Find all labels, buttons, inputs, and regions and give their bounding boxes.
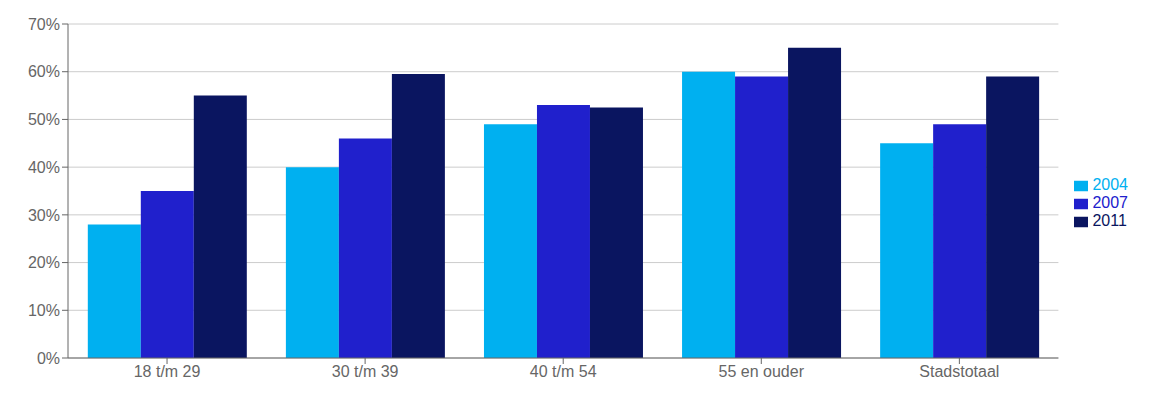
- svg-text:60%: 60%: [28, 63, 60, 80]
- svg-text:40 t/m 54: 40 t/m 54: [530, 363, 597, 380]
- svg-text:18 t/m 29: 18 t/m 29: [134, 363, 201, 380]
- html-text:2007: 2007: [1092, 194, 1128, 211]
- svg-text:0%: 0%: [37, 350, 60, 367]
- svg-text:10%: 10%: [28, 302, 60, 319]
- svg-text:20%: 20%: [28, 254, 60, 271]
- html-text:2004: 2004: [1092, 176, 1128, 193]
- svg-text:70%: 70%: [28, 16, 60, 33]
- svg-text:55 en ouder: 55 en ouder: [719, 363, 805, 380]
- svg-text:30 t/m 39: 30 t/m 39: [332, 363, 399, 380]
- svg-text:Stadstotaal: Stadstotaal: [919, 363, 999, 380]
- svg-text:30%: 30%: [28, 207, 60, 224]
- svg-text:50%: 50%: [28, 111, 60, 128]
- html-text:2011: 2011: [1092, 212, 1127, 229]
- svg-text:40%: 40%: [28, 159, 60, 176]
